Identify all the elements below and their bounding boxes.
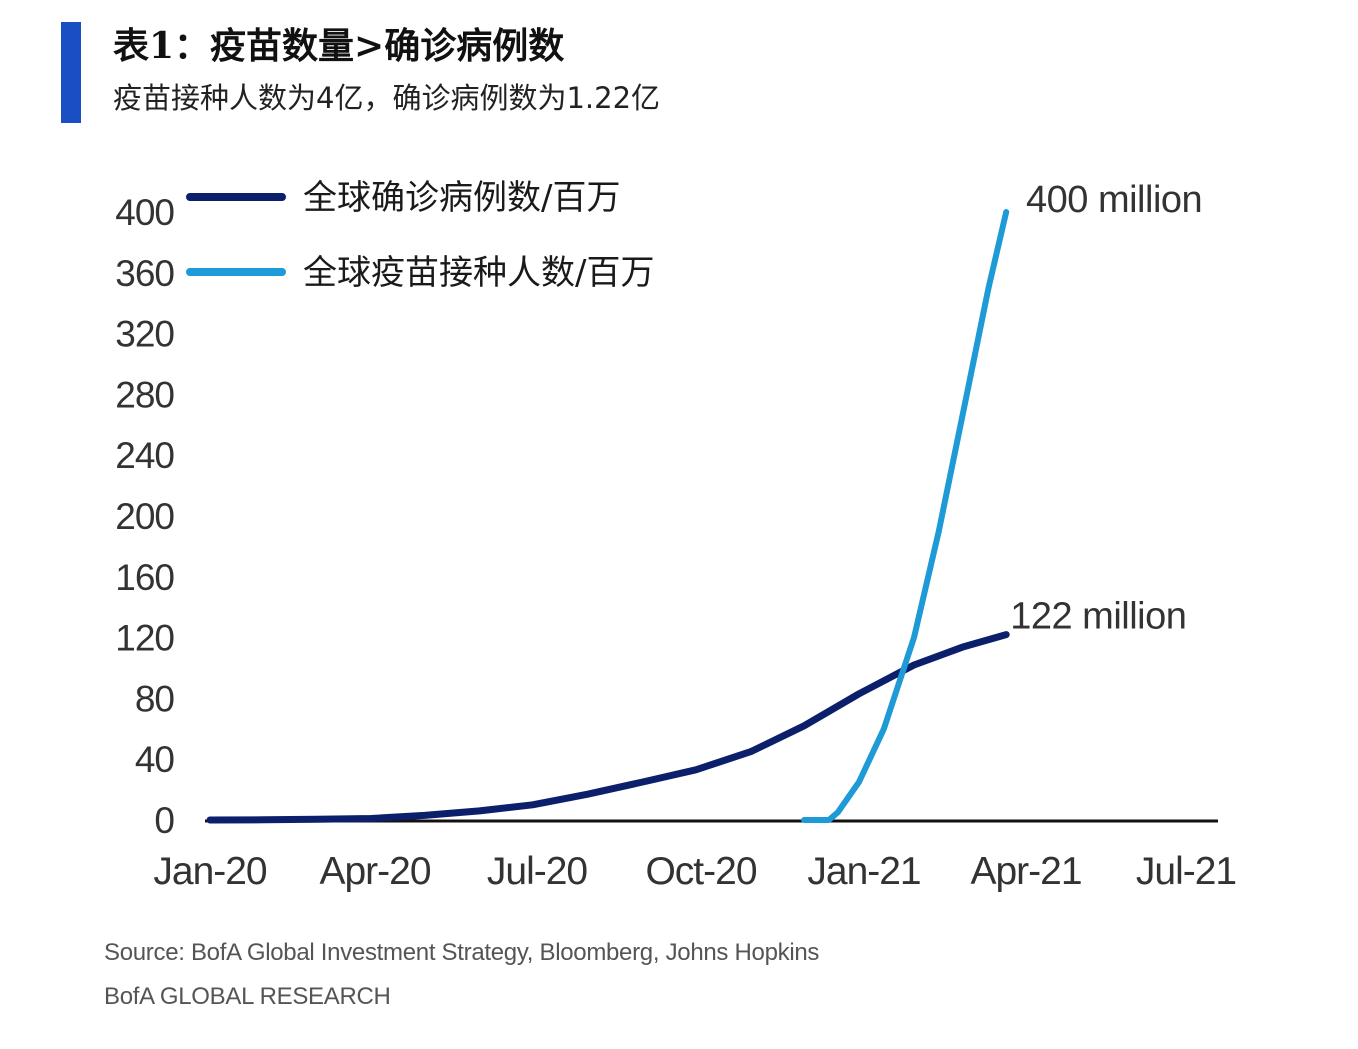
x-tick-label: Jul-20 <box>487 850 588 893</box>
chart-subtitle: 疫苗接种人数为4亿，确诊病例数为1.22亿 <box>113 81 661 115</box>
end-label-confirmed-cases: 122 million <box>1010 596 1186 638</box>
accent-bar <box>61 22 81 123</box>
legend-label: 全球疫苗接种人数/百万 <box>303 253 654 293</box>
x-tick-label: Jan-21 <box>807 850 920 893</box>
y-tick-label: 160 <box>115 557 174 598</box>
y-tick-label: 280 <box>115 374 174 415</box>
series-line-vaccinations <box>801 209 1010 823</box>
y-tick-label: 40 <box>135 739 175 780</box>
y-tick-label: 240 <box>115 435 174 476</box>
y-tick-label: 400 <box>115 192 174 233</box>
chart-title: 表1：疫苗数量>确诊病例数 <box>113 25 565 67</box>
y-tick-label: 320 <box>115 314 174 355</box>
brand-note: BofA GLOBAL RESEARCH <box>104 983 391 1010</box>
y-tick-label: 200 <box>115 496 174 537</box>
y-tick-label: 120 <box>115 618 174 659</box>
x-tick-label: Apr-20 <box>319 850 430 893</box>
x-tick-label: Apr-21 <box>970 850 1081 893</box>
source-note: Source: BofA Global Investment Strategy,… <box>104 939 820 966</box>
end-label-vaccinations: 400 million <box>1026 179 1202 221</box>
series-line-confirmed-cases <box>206 631 1010 824</box>
legend-label: 全球确诊病例数/百万 <box>303 178 620 218</box>
y-tick-label: 80 <box>135 678 175 719</box>
x-tick-label: Oct-20 <box>645 850 756 893</box>
x-tick-label: Jan-20 <box>153 850 267 893</box>
y-tick-label: 0 <box>154 800 174 841</box>
y-tick-label: 360 <box>115 253 174 294</box>
x-tick-label: Jul-21 <box>1136 850 1236 893</box>
